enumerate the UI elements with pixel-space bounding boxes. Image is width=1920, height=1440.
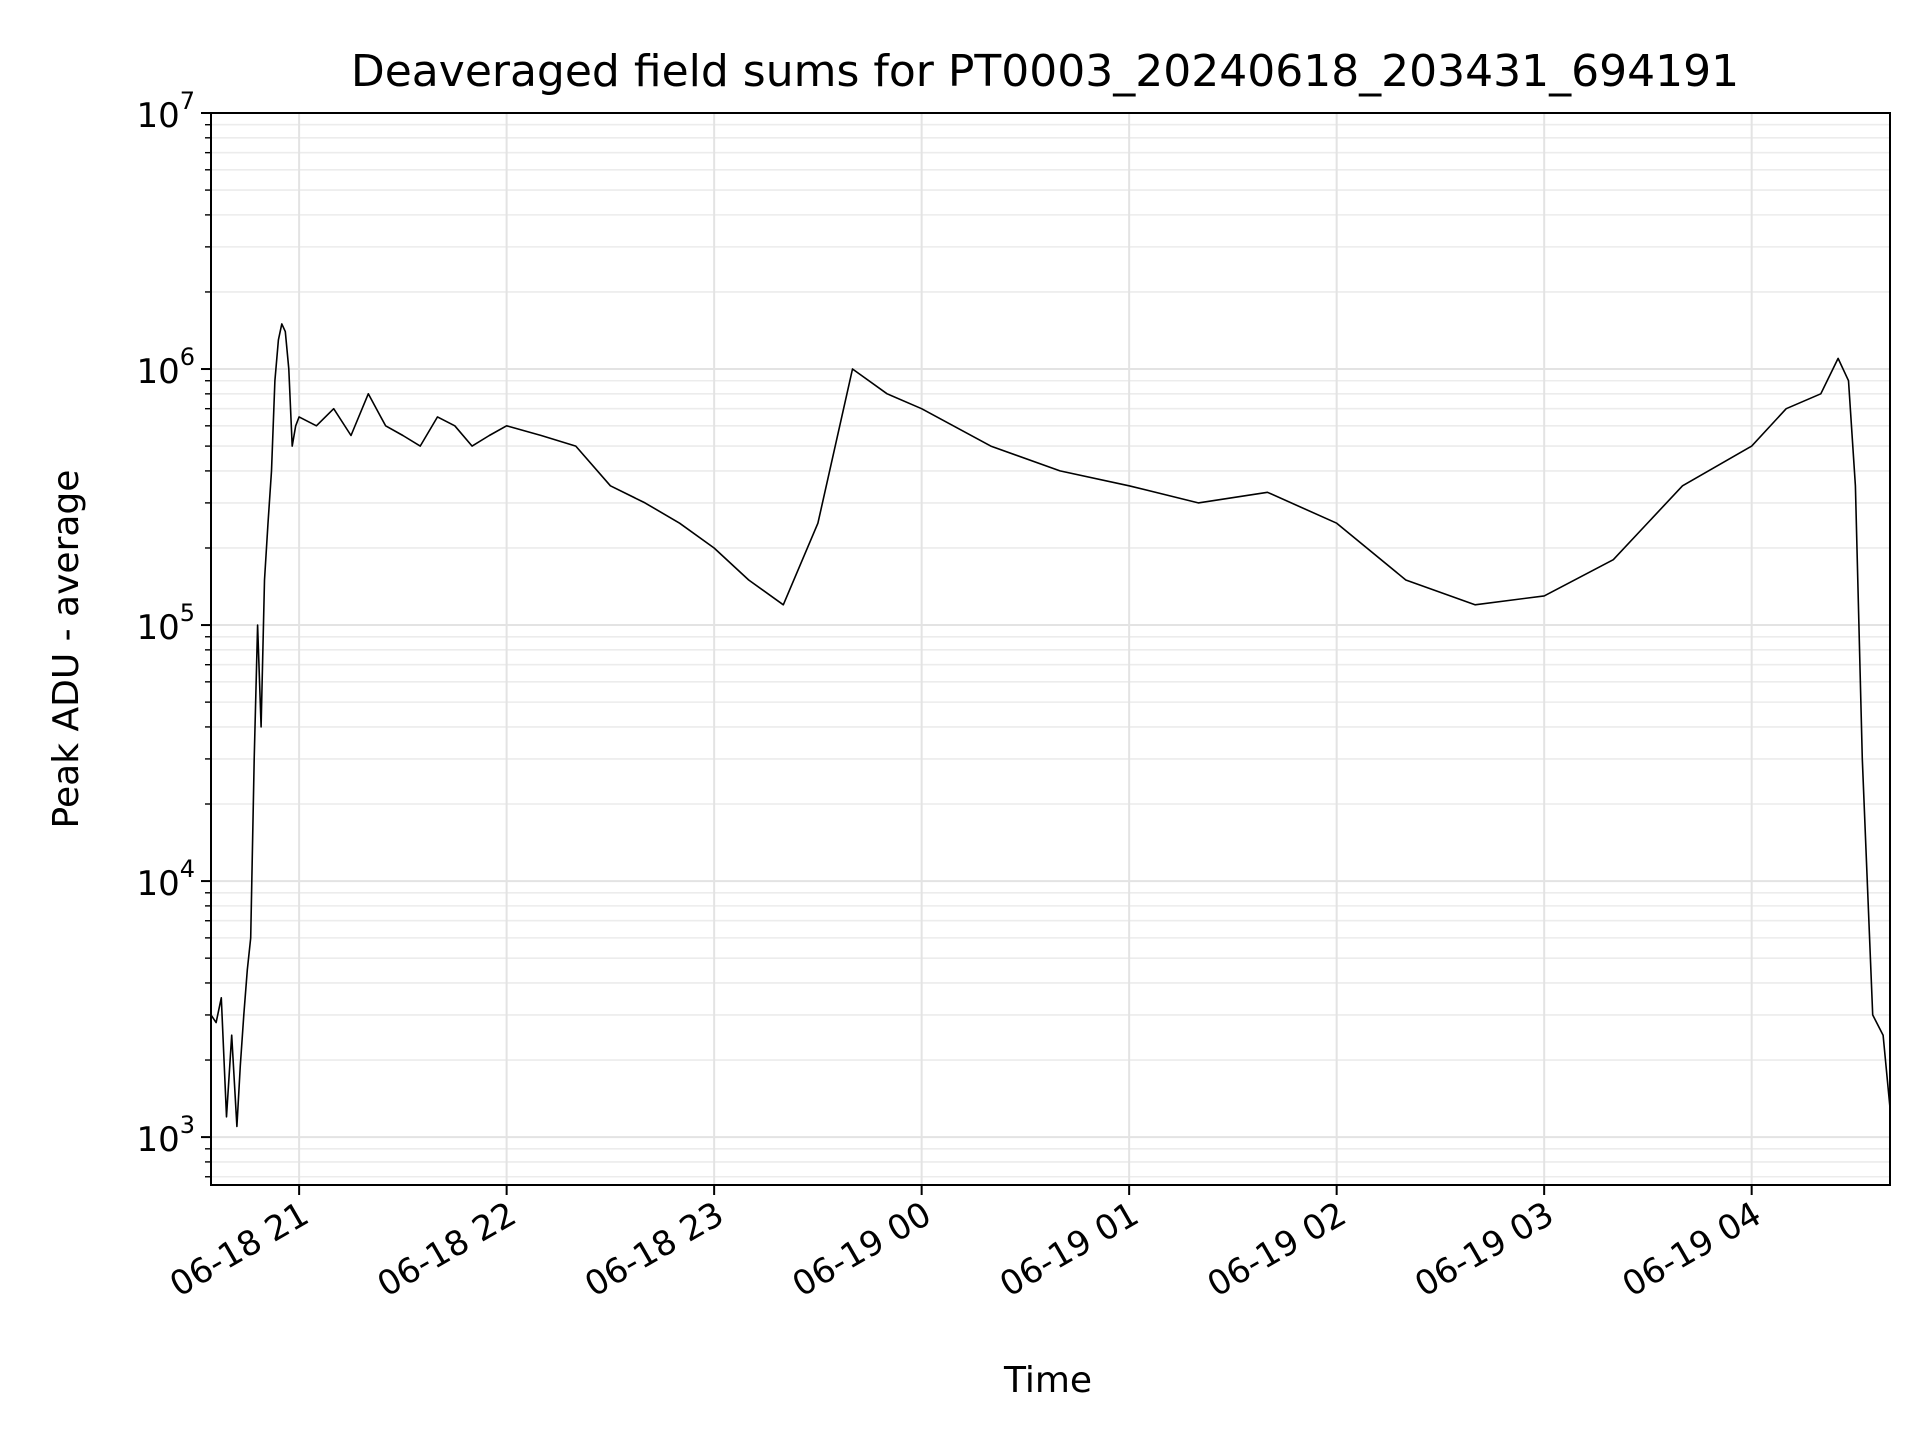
y-tick-label: 106 <box>136 343 195 392</box>
y-tick-label: 103 <box>136 1111 195 1160</box>
x-tick-label: 06-19 04 <box>1616 1194 1768 1305</box>
y-tick-label: 104 <box>136 855 195 904</box>
x-axis-title: Time <box>1003 1360 1092 1401</box>
chart-title: Deaveraged field sums for PT0003_2024061… <box>351 46 1739 97</box>
x-tick-label: 06-19 02 <box>1201 1194 1353 1305</box>
x-tick-label: 06-19 01 <box>993 1194 1145 1305</box>
y-tick-label-exponent: 5 <box>180 599 195 627</box>
y-tick-label-exponent: 3 <box>180 1111 195 1139</box>
y-tick-label: 105 <box>136 599 195 648</box>
y-tick-label-exponent: 6 <box>180 343 195 371</box>
series-layer <box>210 323 1891 1128</box>
y-tick-label-base: 10 <box>136 864 179 904</box>
plot-frame <box>210 112 1891 1186</box>
y-tick-label-exponent: 4 <box>180 855 195 883</box>
y-tick-label-exponent: 7 <box>180 87 195 115</box>
grid <box>211 112 1890 1185</box>
x-tick-label: 06-19 00 <box>786 1194 938 1305</box>
y-tick-label-base: 10 <box>136 608 179 648</box>
series-line-0 <box>210 323 1891 1128</box>
x-tick-label: 06-19 03 <box>1408 1194 1560 1305</box>
y-tick-label-base: 10 <box>136 352 179 392</box>
y-axis-title: Peak ADU - average <box>46 470 87 829</box>
y-tick-label: 107 <box>136 87 195 136</box>
x-tick-label: 06-18 21 <box>163 1194 315 1305</box>
y-tick-label-base: 10 <box>136 96 179 136</box>
x-tick-label: 06-18 23 <box>578 1194 730 1305</box>
x-axis: 06-18 21 06-18 22 06-18 23 06-19 00 06-19 01… <box>163 1185 1768 1305</box>
x-tick-label: 06-18 22 <box>371 1194 523 1305</box>
y-tick-label-base: 10 <box>136 1120 179 1160</box>
